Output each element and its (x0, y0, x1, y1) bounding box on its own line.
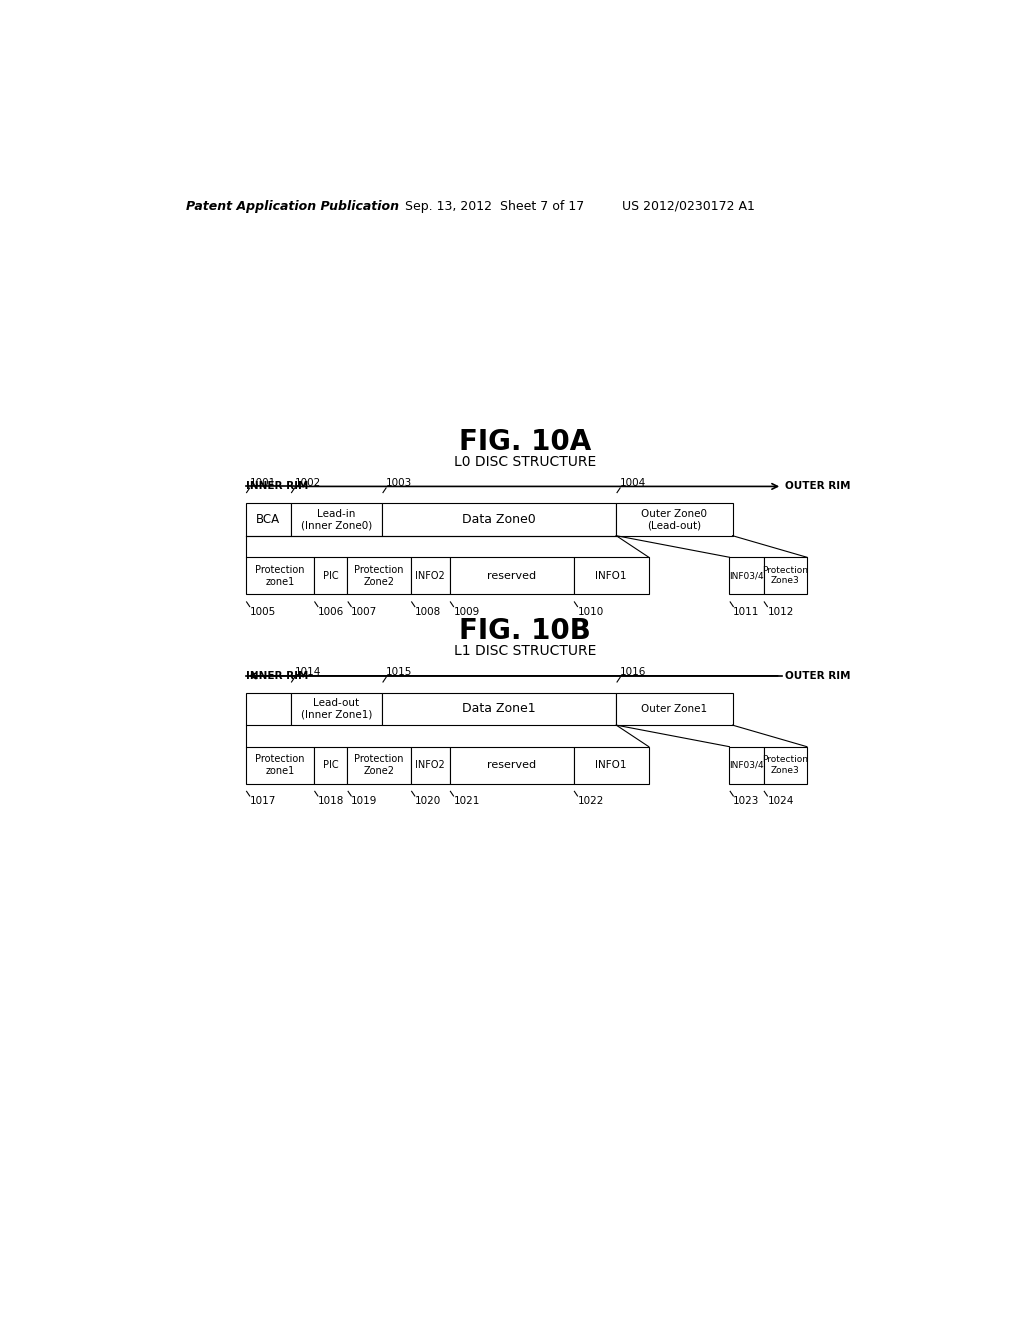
Bar (616, 503, 732, 536)
Text: INNER RIM: INNER RIM (246, 671, 308, 681)
Bar (347, 557, 411, 594)
Text: INFO1: INFO1 (596, 570, 627, 581)
Text: Protection
Zone3: Protection Zone3 (762, 566, 808, 586)
Text: Protection
zone1: Protection zone1 (255, 754, 305, 776)
Bar (291, 693, 382, 725)
Text: INNER RIM: INNER RIM (246, 482, 308, 491)
Text: 1008: 1008 (415, 607, 441, 616)
Text: 1022: 1022 (578, 796, 604, 807)
Text: 1024: 1024 (767, 796, 794, 807)
Bar (764, 747, 807, 784)
Text: INF03/4: INF03/4 (729, 760, 764, 770)
Text: Outer Zone0
(Lead-out): Outer Zone0 (Lead-out) (641, 508, 708, 531)
Text: 1018: 1018 (317, 796, 344, 807)
Text: 1023: 1023 (733, 796, 760, 807)
Text: 1005: 1005 (250, 607, 275, 616)
Text: Sep. 13, 2012  Sheet 7 of 17: Sep. 13, 2012 Sheet 7 of 17 (406, 199, 585, 213)
Text: 1001: 1001 (250, 478, 275, 488)
Bar (246, 557, 314, 594)
Text: Protection
zone1: Protection zone1 (255, 565, 305, 586)
Text: Protection
Zone3: Protection Zone3 (762, 755, 808, 775)
Bar (382, 693, 616, 725)
Text: 1010: 1010 (578, 607, 604, 616)
Text: Patent Application Publication: Patent Application Publication (186, 199, 399, 213)
Bar (382, 503, 616, 536)
Bar (573, 747, 649, 784)
Text: 1007: 1007 (351, 607, 378, 616)
Bar (450, 747, 573, 784)
Bar (314, 747, 347, 784)
Text: 1006: 1006 (317, 607, 344, 616)
Text: 1021: 1021 (454, 796, 480, 807)
Text: FIG. 10A: FIG. 10A (459, 428, 591, 455)
Bar (616, 693, 732, 725)
Text: Protection
Zone2: Protection Zone2 (354, 565, 403, 586)
Text: Data Zone0: Data Zone0 (463, 513, 537, 527)
Bar (347, 747, 411, 784)
Text: INFO2: INFO2 (416, 760, 445, 770)
Bar (314, 557, 347, 594)
Text: OUTER RIM: OUTER RIM (785, 671, 851, 681)
Text: 1002: 1002 (295, 478, 321, 488)
Text: INFO2: INFO2 (416, 570, 445, 581)
Bar (246, 693, 291, 725)
Bar (246, 747, 314, 784)
Text: BCA: BCA (256, 513, 281, 527)
Text: PIC: PIC (323, 760, 339, 770)
Text: OUTER RIM: OUTER RIM (785, 482, 851, 491)
Bar (573, 557, 649, 594)
Text: INF03/4: INF03/4 (729, 572, 764, 581)
Text: Data Zone1: Data Zone1 (463, 702, 536, 715)
Text: 1016: 1016 (621, 668, 646, 677)
Bar (246, 503, 291, 536)
Text: PIC: PIC (323, 570, 339, 581)
Bar (291, 503, 382, 536)
Text: 1020: 1020 (415, 796, 441, 807)
Text: L1 DISC STRUCTURE: L1 DISC STRUCTURE (454, 644, 596, 659)
Bar (729, 557, 764, 594)
Text: 1015: 1015 (386, 668, 413, 677)
Text: Lead-in
(Inner Zone0): Lead-in (Inner Zone0) (301, 508, 372, 531)
Text: Lead-out
(Inner Zone1): Lead-out (Inner Zone1) (301, 698, 372, 719)
Text: 1012: 1012 (767, 607, 794, 616)
Text: 1017: 1017 (250, 796, 276, 807)
Bar (729, 747, 764, 784)
Text: 1009: 1009 (454, 607, 480, 616)
Text: 1003: 1003 (386, 478, 413, 488)
Text: Outer Zone1: Outer Zone1 (641, 704, 708, 714)
Bar (411, 747, 450, 784)
Text: reserved: reserved (487, 570, 537, 581)
Text: Protection
Zone2: Protection Zone2 (354, 754, 403, 776)
Text: reserved: reserved (487, 760, 537, 770)
Text: 1004: 1004 (621, 478, 646, 488)
Bar (411, 557, 450, 594)
Text: L0 DISC STRUCTURE: L0 DISC STRUCTURE (454, 455, 596, 469)
Bar (450, 557, 573, 594)
Text: 1014: 1014 (295, 668, 321, 677)
Text: US 2012/0230172 A1: US 2012/0230172 A1 (623, 199, 756, 213)
Text: INFO1: INFO1 (596, 760, 627, 770)
Bar (764, 557, 807, 594)
Text: 1019: 1019 (351, 796, 378, 807)
Text: FIG. 10B: FIG. 10B (459, 618, 591, 645)
Text: 1011: 1011 (733, 607, 760, 616)
